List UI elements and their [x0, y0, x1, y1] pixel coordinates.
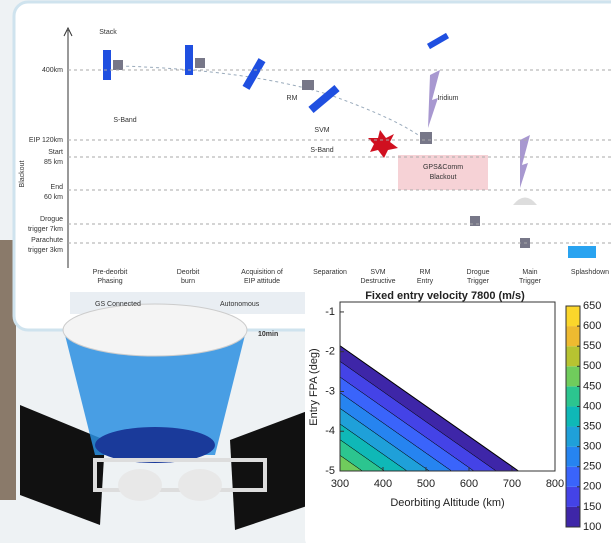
- plot-frame: [339, 301, 556, 472]
- x-tick-label: 400: [374, 478, 392, 490]
- colorbar-tick-label: 350: [583, 420, 601, 432]
- altitude-label: trigger 3km: [28, 247, 63, 254]
- colorbar-segment: [566, 426, 580, 447]
- phase-label: Trigger: [519, 278, 542, 285]
- colorbar-tick-label: 600: [583, 320, 601, 332]
- annotation: Stack: [99, 29, 117, 36]
- colorbar-segment: [566, 506, 580, 527]
- y-tick-label: -3: [325, 385, 335, 397]
- altitude-label: trigger 7km: [28, 226, 63, 233]
- phase-label: Entry: [417, 278, 434, 285]
- colorbar-tick-label: 100: [583, 521, 601, 533]
- annotation: RM: [287, 95, 298, 102]
- colorbar-tick-label: 300: [583, 441, 601, 453]
- colorbar-tick-label: 500: [583, 360, 601, 372]
- annotation: S-Band: [310, 147, 333, 154]
- colorbar-tick-label: 550: [583, 340, 601, 352]
- altitude-label: Parachute: [31, 237, 63, 244]
- colorbar-tick-label: 400: [583, 400, 601, 412]
- footer-label: Autonomous: [220, 301, 260, 308]
- colorbar-tick-label: 450: [583, 380, 601, 392]
- altitude-label: EIP 120km: [29, 137, 63, 144]
- phase-label: Trigger: [467, 278, 490, 285]
- altitude-label: 60 km: [44, 194, 63, 201]
- boundary: [339, 345, 519, 472]
- phase-label: Pre-deorbit: [93, 269, 128, 276]
- x-axis-label: Deorbiting Altitude (km): [390, 497, 504, 509]
- colorbar-segment: [566, 306, 580, 327]
- x-tick-label: 600: [460, 478, 478, 490]
- signal: [520, 135, 530, 188]
- y-tick-label: -1: [325, 306, 335, 318]
- colorbar-tick-label: 200: [583, 481, 601, 493]
- phase-label: Deorbit: [177, 269, 200, 276]
- phase-label: Acquisition of: [241, 269, 283, 276]
- phase-label: RM: [420, 269, 431, 276]
- axis-arrow: [63, 26, 73, 37]
- phase-label: SVM: [370, 269, 385, 276]
- colorbar-tick-label: 250: [583, 461, 601, 473]
- altitude-label: Drogue: [40, 216, 63, 223]
- phase-label: Main: [522, 269, 537, 276]
- colorbar-segment: [566, 346, 580, 367]
- colorbar-tick-label: 150: [583, 501, 601, 513]
- blackout-box-label: Blackout: [430, 174, 457, 181]
- chart-title: Fixed entry velocity 7800 (m/s): [365, 290, 525, 302]
- explosion: [368, 130, 398, 158]
- altitude-label: 400km: [42, 67, 63, 74]
- signal: [428, 70, 440, 128]
- altitude-label: End: [51, 184, 64, 191]
- blackout-label: Blackout: [19, 161, 26, 188]
- blackout-box: [398, 155, 488, 190]
- phase-label: burn: [181, 278, 195, 285]
- x-tick-label: 700: [503, 478, 521, 490]
- colorbar-segment: [566, 486, 580, 507]
- altitude-label: 85 km: [44, 159, 63, 166]
- colorbar-segment: [566, 466, 580, 487]
- footer-label: 10min: [258, 331, 278, 338]
- capsule: [20, 303, 310, 530]
- annotation: SVM: [314, 127, 329, 134]
- colorbar-tick-label: 650: [583, 300, 601, 312]
- x-tick-label: 800: [546, 478, 564, 490]
- phase-label: Separation: [313, 269, 347, 276]
- altitude-label: Start: [48, 149, 63, 156]
- blackout-box-label: GPS&Comm: [423, 164, 463, 171]
- colorbar-segment: [566, 366, 580, 387]
- sea: [568, 246, 596, 258]
- y-tick-label: -5: [325, 465, 335, 477]
- x-tick-label: 300: [331, 478, 349, 490]
- parachute: [513, 197, 537, 205]
- y-axis-label: Entry FPA (deg): [308, 348, 320, 425]
- colorbar-segment: [566, 406, 580, 427]
- phase-label: EIP attitude: [244, 278, 280, 285]
- colorbar-frame: [565, 305, 581, 528]
- phase-label: Destructive: [360, 278, 395, 285]
- y-tick-label: -4: [325, 425, 335, 437]
- x-tick-label: 500: [417, 478, 435, 490]
- colorbar-segment: [566, 446, 580, 467]
- footer-label: GS Connected: [95, 301, 141, 308]
- photo-strip: [0, 240, 16, 500]
- colorbar-segment: [566, 326, 580, 347]
- satellites: [103, 32, 450, 113]
- annotation: S-Band: [113, 117, 136, 124]
- annotation: Iridium: [437, 95, 458, 102]
- phase-label: Drogue: [467, 269, 490, 276]
- phase-label: Phasing: [97, 278, 122, 285]
- trajectory: [119, 65, 426, 141]
- colorbar-segment: [566, 386, 580, 407]
- y-tick-label: -2: [325, 346, 335, 358]
- phase-label: Splashdown: [571, 269, 609, 276]
